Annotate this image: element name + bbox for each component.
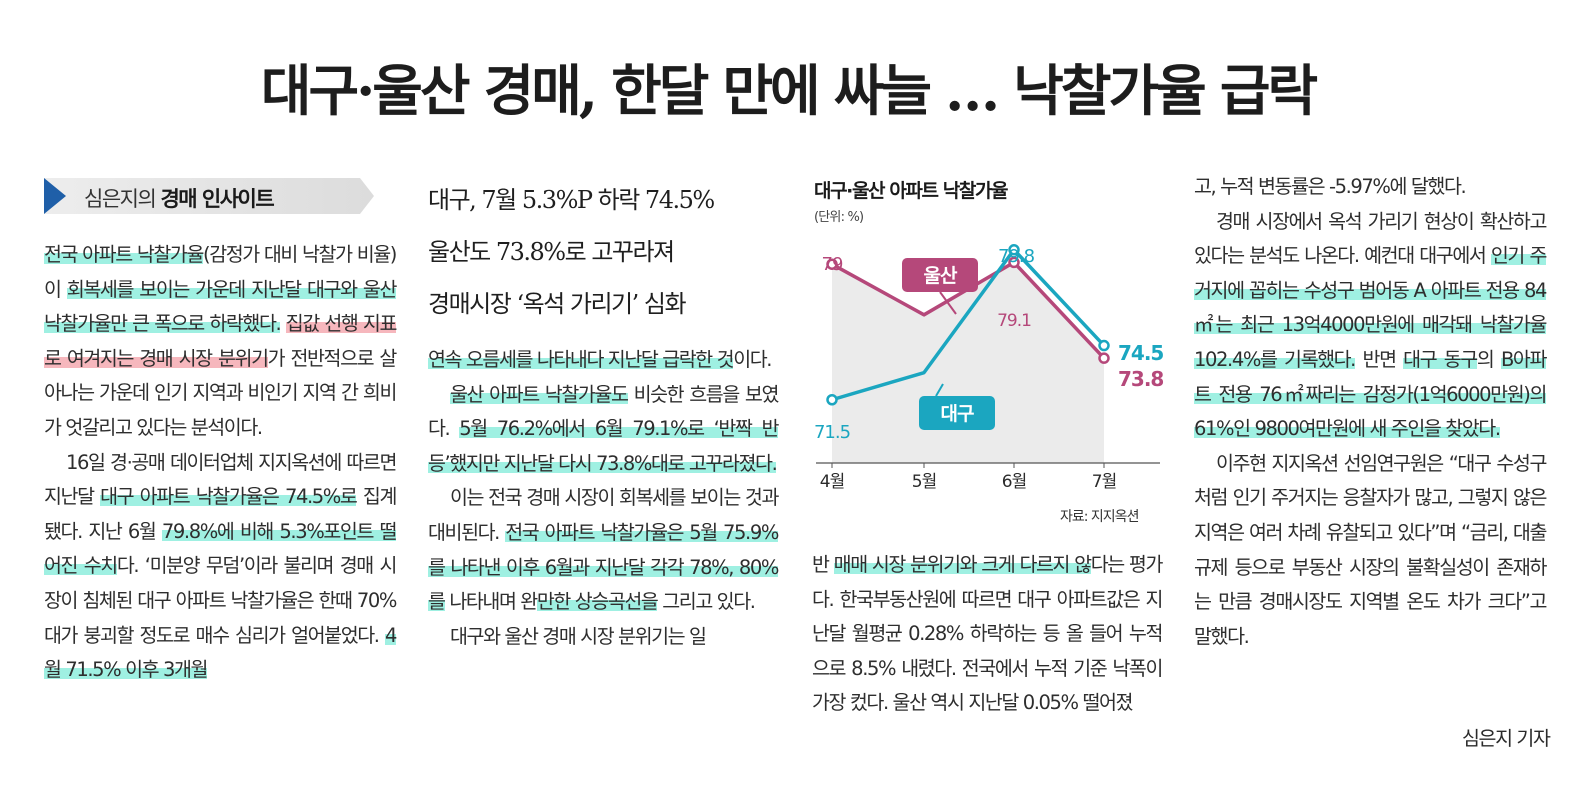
article-column-3: 반 매매 시장 분위기와 크게 다르지 않다는 평가다. 한국부동산원에 따르면… (812, 548, 1163, 721)
triangle-icon (44, 178, 66, 214)
legend-label: 대구 (941, 403, 974, 425)
paragraph: 경매 시장에서 옥석 가리기 현상이 확산하고 있다는 분석도 나온다. 예컨대… (1194, 205, 1547, 447)
text-run: 비슷한 흐름을 보였다. (428, 382, 779, 441)
article-column-1: 전국 아파트 낙찰가율(감정가 대비 낙찰가 비율)이 회복세를 보이는 가운데… (44, 238, 397, 688)
line-chart: 대구·울산 아파트 낙찰가율 (단위: %) 4월 5월 6월 7월 79 79.1 73.… (806, 170, 1176, 540)
legend-badge (902, 258, 978, 292)
column-tag-bar (44, 178, 374, 214)
data-label: 79 (822, 254, 843, 275)
text-run (280, 312, 286, 335)
text-run: 나타내며 완 (444, 590, 538, 614)
chart-source: 자료: 지지옥션 (1060, 509, 1139, 525)
text-run: 반면 (1355, 347, 1404, 371)
paragraph: 이주현 지지옥션 선임연구원은 “대구 수성구처럼 인기 주거지는 응찰자가 많… (1194, 451, 1547, 648)
text-run: 의 (1476, 347, 1501, 371)
text-run: 집계됐다. 지난 6월 (44, 485, 397, 543)
paragraph: 전국 아파트 낙찰가율(감정가 대비 낙찰가 비율)이 회복세를 보이는 가운데… (44, 238, 397, 446)
article-column-2: 연속 오름세를 나타내다 지난달 급락한 것이다. 울산 아파트 낙찰가율도 비… (428, 343, 779, 654)
series-line-daegu (831, 248, 1106, 402)
paragraph: 연속 오름세를 나타내다 지난달 급락한 것이다. (428, 343, 778, 378)
text-run: 경매 시장에서 옥석 가리기 현상이 확산하고 있다는 분석도 나온다. 예컨대… (1194, 209, 1547, 268)
x-tick-label: 6월 (1002, 472, 1026, 492)
headline: 대구·울산 경매, 한달 만에 싸늘 … 낙찰가율 급락 (260, 58, 1318, 123)
data-label: 71.5 (814, 422, 850, 443)
column-tag-text: 심은지의 경매 인사이트 (84, 183, 275, 213)
text-run: 다. ‘미분양 무덤’이라 불리며 경매 시장이 침체된 대구 아파트 낙찰가율… (44, 554, 397, 647)
legend-label: 울산 (924, 265, 958, 287)
x-tick-label: 5월 (912, 472, 936, 492)
paragraph: 이는 전국 경매 시장이 회복세를 보이는 것과 대비된다. 전국 아파트 낙찰… (428, 481, 779, 619)
highlight: 만한 상승곡선을 (536, 590, 659, 614)
subheadline-line: 경매시장 ‘옥석 가리기’ 심화 (428, 290, 687, 318)
data-label: 79.8 (998, 246, 1035, 267)
legend-badge (919, 396, 995, 430)
text-run: 다는 평가다. 한국부동산원에 따르면 대구 아파트값은 지난달 월평균 0.2… (812, 553, 1163, 715)
highlight: 대구 동구 (1403, 347, 1478, 371)
paragraph: 울산 아파트 낙찰가율도 비슷한 흐름을 보였다. 5월 76.2%에서 6월 … (428, 378, 779, 482)
paragraph: 16일 경·공매 데이터업체 지지옥션에 따르면 지난달 대구 아파트 낙찰가율… (44, 446, 397, 688)
highlight: 울산 아파트 낙찰가율도 (450, 382, 629, 406)
chart-unit: (단위: %) (814, 210, 864, 225)
article-column-4: 고, 누적 변동률은 -5.97%에 달했다. 경매 시장에서 옥석 가리기 현… (1194, 170, 1547, 654)
text-run: 그리고 있다. (657, 590, 756, 614)
column-tag-name: 경매 인사이트 (160, 187, 274, 211)
paragraph: 반 매매 시장 분위기와 크게 다르지 않다는 평가다. 한국부동산원에 따르면… (812, 548, 1163, 721)
data-label: 73.8 (1118, 367, 1163, 391)
byline: 심은지 기자 (1462, 727, 1551, 750)
text-run: 이는 전국 경매 시장이 회복세를 보이는 것과 대비된다. (428, 486, 779, 544)
paragraph: 대구와 울산 경매 시장 분위기는 일 (450, 624, 707, 648)
data-point (1098, 339, 1110, 352)
text-run: 반 (812, 553, 834, 576)
highlight: 매매 시장 분위기와 크게 다르지 않 (833, 553, 1092, 576)
subheadline: 대구, 7월 5.3%P 하락 74.5% 울산도 73.8%로 고꾸라져 경매… (428, 174, 788, 330)
chart-title: 대구·울산 아파트 낙찰가율 (814, 180, 1009, 202)
x-tick-label: 4월 (820, 472, 844, 492)
data-point (1008, 244, 1020, 256)
data-point (1098, 352, 1110, 364)
subheadline-line: 대구, 7월 5.3%P 하락 74.5% (428, 186, 715, 214)
legend-pointer (935, 383, 944, 397)
x-tick-label: 7월 (1092, 472, 1116, 492)
legend-pointer (939, 291, 957, 315)
column-tag-prefix: 심은지의 (84, 187, 161, 211)
data-point (1008, 256, 1020, 269)
highlight: 연속 오름세를 나타내다 지난달 급락한 것 (428, 348, 735, 371)
text-run: 16일 경·공매 데이터업체 지지옥션에 따르면 지난달 (44, 450, 397, 509)
subheadline-line: 울산도 73.8%로 고꾸라져 (428, 238, 675, 266)
highlight: 전국 아파트 낙찰가율 (44, 243, 204, 266)
data-label: 74.5 (1118, 341, 1163, 365)
chart-area (832, 262, 1104, 463)
text-run: (감정가 대비 낙찰가 비율)이 (44, 243, 397, 301)
data-point (826, 394, 838, 406)
data-point (826, 258, 838, 270)
paragraph: 고, 누적 변동률은 -5.97%에 달했다. (1194, 175, 1467, 198)
column-tag: 심은지의 경매 인사이트 (44, 176, 374, 216)
text-run: 가 전반적으로 살아나는 가운데 인기 지역과 비인기 지역 간 희비가 엇갈리… (44, 346, 397, 439)
highlight: 대구 아파트 낙찰가율은 74.5%로 (100, 485, 358, 509)
highlight: 5월 76.2%에서 6월 79.1%로 ‘반짝 반등’했지만 지난달 다시 7… (428, 417, 779, 475)
text-run: 이다. (733, 348, 772, 371)
data-label: 79.1 (997, 311, 1031, 331)
